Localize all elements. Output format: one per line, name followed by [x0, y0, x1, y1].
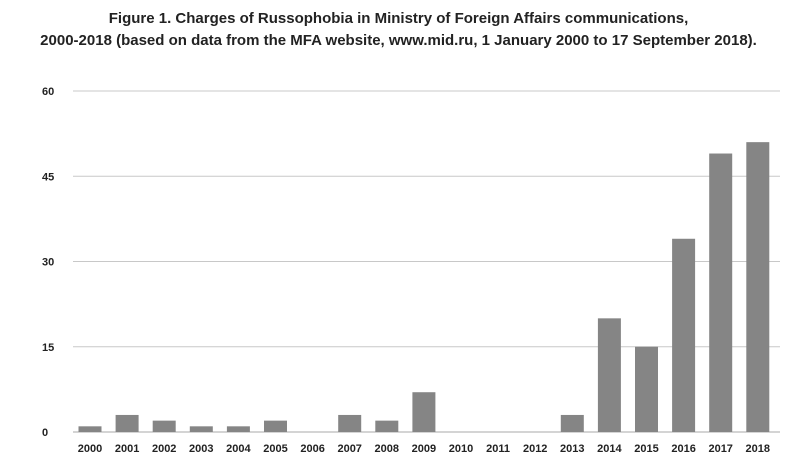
y-tick-label: 30: [42, 257, 54, 269]
y-tick-label: 60: [42, 86, 54, 98]
x-tick-label: 2015: [634, 443, 658, 455]
x-tick-label: 2006: [300, 443, 324, 455]
y-tick-label: 0: [42, 427, 48, 439]
bar-2005: [264, 420, 287, 432]
x-tick-label: 2016: [671, 443, 695, 455]
x-tick-label: 2005: [263, 443, 287, 455]
x-tick-label: 2012: [523, 443, 547, 455]
bar-2016: [672, 238, 696, 432]
x-tick-label: 2009: [412, 443, 436, 455]
bar-2009: [412, 392, 436, 432]
bar-2008: [375, 420, 399, 432]
x-tick-label: 2002: [152, 443, 176, 455]
y-tick-label: 15: [42, 342, 54, 354]
bar-2002: [152, 420, 176, 432]
x-tick-label: 2003: [189, 443, 213, 455]
x-tick-label: 2014: [597, 443, 622, 455]
chart-title: Figure 1. Charges of Russophobia in Mini…: [0, 8, 797, 52]
bar-2007: [338, 414, 362, 432]
bar-2015: [635, 346, 658, 432]
bar-2013: [560, 414, 584, 432]
bar-2004: [226, 426, 250, 432]
bar-2014: [597, 318, 621, 432]
x-tick-label: 2017: [708, 443, 732, 455]
x-tick-label: 2004: [226, 443, 251, 455]
x-tick-label: 2007: [337, 443, 361, 455]
x-tick-label: 2001: [115, 443, 139, 455]
bar-2001: [115, 414, 139, 432]
x-tick-label: 2008: [375, 443, 399, 455]
y-tick-label: 45: [42, 171, 54, 183]
x-tick-label: 2010: [449, 443, 473, 455]
x-tick-label: 2018: [746, 443, 770, 455]
x-tick-label: 2000: [78, 443, 102, 455]
bar-2017: [709, 153, 733, 432]
chart-title-line-1: Figure 1. Charges of Russophobia in Mini…: [108, 10, 689, 27]
x-tick-label: 2011: [486, 443, 510, 455]
bar-2018: [746, 142, 770, 432]
bar-2003: [189, 426, 213, 432]
x-tick-label: 2013: [560, 443, 584, 455]
bar-2000: [78, 426, 102, 432]
chart-title-line-2: 2000-2018 (based on data from the MFA we…: [40, 32, 757, 49]
